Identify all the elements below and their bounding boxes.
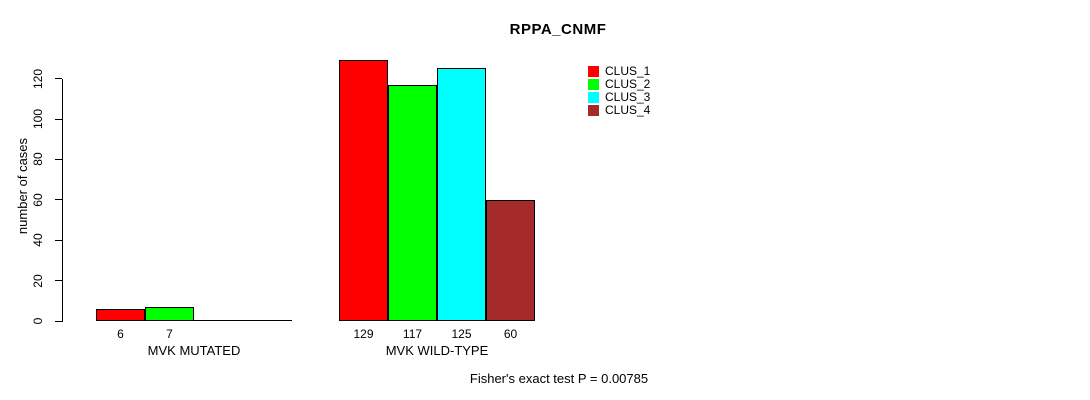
chart-title: RPPA_CNMF [509,21,607,38]
bar-clus_2-mutated [145,307,194,321]
legend-swatch-clus_2 [588,79,599,90]
bar-value-label: 117 [402,327,423,341]
y-axis-tick-label: 0 [31,317,45,325]
y-axis-tick-label: 40 [31,233,45,247]
bar-value-label: 125 [451,327,472,341]
zero-bar-line [243,320,292,321]
y-axis-tick [55,199,62,201]
y-axis-tick-label: 120 [31,68,45,89]
y-axis-tick [55,118,62,120]
legend-label: CLUS_3 [605,90,651,104]
bar-clus_1-mutated [96,309,145,321]
y-axis-tick [55,78,62,80]
bar-value-label: 129 [353,327,374,341]
bar-clus_1-wild-type [339,60,388,321]
y-axis-tick-label: 20 [31,273,45,288]
legend-swatch-clus_4 [588,105,599,116]
y-axis-tick [55,280,62,282]
y-axis-tick-label: 80 [31,152,45,167]
legend-swatch-clus_3 [588,92,599,103]
y-axis-line [62,78,63,322]
legend-label: CLUS_2 [605,77,651,91]
y-axis-tick-label: 60 [31,193,45,207]
bar-value-label: 60 [503,327,518,341]
x-group-label: MVK WILD-TYPE [385,343,489,358]
y-axis-tick-label: 100 [31,108,45,130]
bar-clus_4-wild-type [486,200,535,321]
bar-value-label: 7 [166,327,173,341]
legend-label: CLUS_1 [605,64,651,78]
bar-clus_3-wild-type [437,68,486,321]
y-axis-tick [55,239,62,241]
y-axis-tick [55,320,62,322]
bar-clus_2-wild-type [388,85,437,321]
legend-label: CLUS_4 [605,103,651,117]
zero-bar-line [194,320,243,321]
x-group-label: MVK MUTATED [147,343,241,358]
fisher-test-annotation: Fisher's exact test P = 0.00785 [469,371,649,386]
y-axis-tick [55,158,62,160]
legend-swatch-clus_1 [588,66,599,77]
bar-value-label: 6 [117,327,124,341]
